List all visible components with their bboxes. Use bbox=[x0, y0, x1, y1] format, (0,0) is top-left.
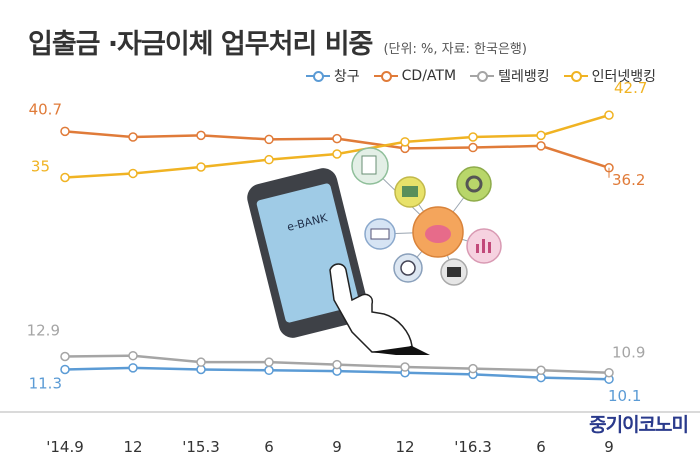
credit-logo: 중기이코노미 bbox=[589, 414, 689, 436]
data-point bbox=[128, 132, 138, 142]
data-point bbox=[128, 350, 138, 361]
x-tick-label: 9 bbox=[604, 438, 614, 456]
data-point bbox=[536, 141, 546, 151]
data-label-last: 42.7 bbox=[614, 79, 647, 97]
data-label-first: 12.9 bbox=[27, 322, 60, 340]
data-label-last: 10.9 bbox=[612, 344, 645, 362]
title-row: 입출금 ·자금이체 업무처리 비중 (단위: %, 자료: 한국은행) bbox=[28, 22, 527, 61]
data-label-last: 36.2 bbox=[612, 171, 645, 189]
data-point bbox=[468, 132, 478, 142]
legend-item-cd-atm: CD/ATM bbox=[373, 66, 457, 86]
pointing-hand bbox=[329, 263, 430, 355]
data-point bbox=[128, 168, 138, 179]
data-point bbox=[468, 142, 478, 153]
legend-label: 창구 bbox=[333, 69, 360, 85]
legend-item-텔레뱅킹: 텔레뱅킹 bbox=[470, 66, 550, 86]
data-point bbox=[400, 137, 410, 147]
chart-title: 입출금 ·자금이체 업무처리 비중 bbox=[28, 29, 373, 60]
ebank-illustration: e-BANK bbox=[247, 147, 502, 355]
x-tick-label: 9 bbox=[332, 438, 342, 456]
data-point bbox=[196, 357, 206, 367]
data-point bbox=[400, 362, 410, 372]
data-point bbox=[60, 172, 70, 183]
data-point bbox=[60, 126, 70, 137]
data-point bbox=[264, 134, 274, 145]
data-point bbox=[264, 365, 274, 376]
data-label-last: 10.1 bbox=[608, 387, 641, 405]
x-tick-label: '15.3 bbox=[182, 438, 220, 456]
legend-marker bbox=[470, 70, 495, 82]
data-label-first: 40.7 bbox=[29, 100, 62, 118]
data-point bbox=[604, 110, 614, 120]
data-point bbox=[128, 363, 138, 373]
app-icons-cluster bbox=[351, 147, 502, 286]
data-point bbox=[196, 162, 206, 172]
x-tick-label: 6 bbox=[536, 438, 546, 456]
data-point bbox=[332, 149, 342, 159]
legend: 창구 CD/ATM 텔레뱅킹 인터넷뱅킹 bbox=[305, 66, 656, 86]
legend-item-인터넷뱅킹: 인터넷뱅킹 bbox=[563, 66, 656, 86]
x-axis: '14.9 12 '15.3 6 9 12 '16.3 6 9 bbox=[0, 411, 700, 456]
data-point bbox=[536, 130, 546, 141]
gear-icon bbox=[456, 166, 492, 202]
data-point bbox=[60, 364, 70, 375]
series-1: 40.7 36.2 bbox=[29, 100, 646, 188]
data-point bbox=[332, 359, 342, 370]
data-label-first: 11.3 bbox=[29, 374, 62, 392]
legend-label: CD/ATM bbox=[401, 68, 457, 84]
x-tick-label: 12 bbox=[395, 438, 414, 456]
legend-item-창구: 창구 bbox=[305, 66, 360, 86]
legend-marker bbox=[373, 70, 398, 82]
series-layer: 11.3 10.1 40.7 36.2 12.9 10.9 35 42.7 bbox=[27, 79, 648, 405]
data-point bbox=[264, 154, 274, 165]
data-point bbox=[264, 357, 274, 367]
data-point bbox=[60, 351, 70, 362]
x-tick-label: '16.3 bbox=[454, 438, 492, 456]
x-tick-label: '14.9 bbox=[46, 438, 84, 456]
legend-label: 인터넷뱅킹 bbox=[591, 69, 656, 85]
data-point bbox=[332, 133, 342, 144]
x-tick-label: 12 bbox=[123, 438, 142, 456]
series-2: 12.9 10.9 bbox=[27, 322, 645, 378]
chart-unit-note: (단위: %, 자료: 한국은행) bbox=[383, 42, 527, 57]
legend-marker bbox=[305, 70, 330, 82]
legend-label: 텔레뱅킹 bbox=[498, 69, 550, 85]
data-point bbox=[604, 367, 614, 378]
legend-marker bbox=[563, 70, 588, 82]
data-label-first: 35 bbox=[31, 158, 50, 176]
data-point bbox=[536, 365, 546, 376]
data-point bbox=[468, 363, 478, 374]
data-point bbox=[196, 130, 206, 141]
series-3: 35 42.7 bbox=[31, 79, 647, 183]
x-tick-label: 6 bbox=[264, 438, 274, 456]
